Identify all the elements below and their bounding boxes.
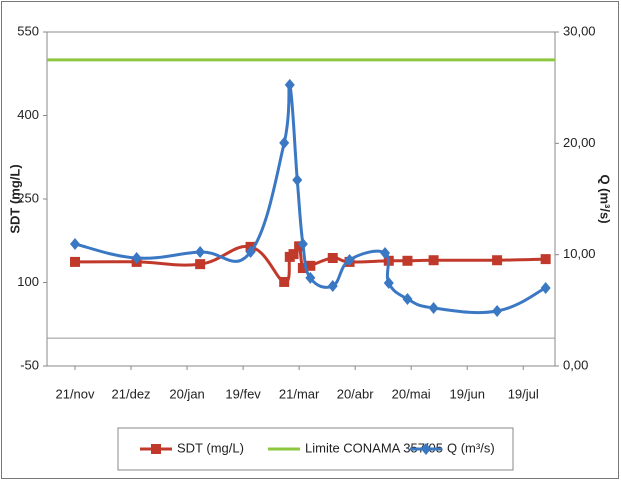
- y-tick-label: -50: [20, 357, 39, 372]
- marker: [70, 256, 81, 267]
- y-tick-label: 250: [17, 190, 39, 205]
- marker: [284, 78, 295, 91]
- marker: [70, 237, 81, 250]
- marker: [421, 443, 431, 455]
- marker: [492, 305, 503, 318]
- marker: [245, 245, 256, 258]
- y-tick-label: 550: [17, 23, 39, 38]
- x-tick-label: 20/mai: [392, 386, 431, 401]
- x-tick-label: 21/nov: [55, 386, 95, 401]
- marker: [327, 279, 338, 292]
- y2-tick-label: 0,00: [563, 357, 588, 372]
- marker: [402, 292, 413, 305]
- marker: [380, 246, 391, 259]
- x-tick-label: 20/abr: [337, 386, 375, 401]
- series-line: [74, 82, 547, 315]
- x-tick-label: 19/fev: [225, 386, 261, 401]
- marker: [492, 255, 503, 266]
- marker: [131, 252, 142, 265]
- y2-tick-label: 30,00: [563, 23, 596, 38]
- legend-label: Limite CONAMA 357/05: [305, 440, 443, 455]
- y2-tick-label: 10,00: [563, 246, 596, 261]
- y-axis-title: SDT (mg/L): [7, 164, 22, 233]
- x-tick-label: 20/jan: [169, 386, 204, 401]
- marker: [297, 237, 308, 250]
- marker: [428, 255, 439, 266]
- marker: [344, 254, 355, 267]
- x-tick-label: 21/mar: [279, 386, 320, 401]
- marker: [195, 245, 206, 258]
- marker: [327, 253, 338, 264]
- x-tick-label: 21/dez: [112, 386, 151, 401]
- marker: [294, 241, 305, 252]
- marker: [428, 301, 439, 314]
- marker: [383, 276, 394, 289]
- legend-label: Q (m³/s): [447, 440, 495, 455]
- legend-label: SDT (mg/L): [177, 440, 244, 455]
- marker: [288, 249, 299, 260]
- y2-tick-label: 20,00: [563, 135, 596, 150]
- legend: [117, 427, 514, 471]
- marker: [305, 260, 316, 271]
- y-tick-label: 100: [17, 274, 39, 289]
- marker: [402, 255, 413, 266]
- marker: [305, 271, 316, 284]
- marker: [540, 281, 551, 294]
- marker: [540, 254, 551, 265]
- marker: [151, 444, 161, 454]
- marker: [279, 276, 290, 287]
- y2-axis-title: Q (m³/s): [598, 174, 613, 223]
- marker: [297, 263, 308, 274]
- x-tick-label: 19/jun: [450, 386, 485, 401]
- y-tick-label: 400: [17, 107, 39, 122]
- marker: [195, 259, 206, 270]
- marker: [292, 173, 303, 186]
- marker: [279, 136, 290, 149]
- x-tick-label: 19/jul: [508, 386, 539, 401]
